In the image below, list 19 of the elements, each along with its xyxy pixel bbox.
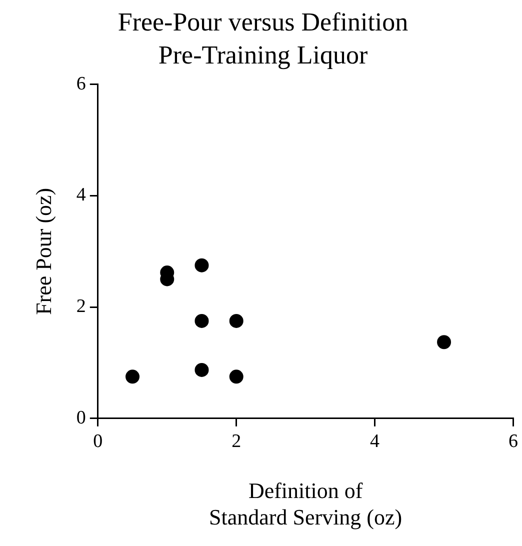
y-tick-label: 4 — [76, 184, 86, 206]
y-tick-label: 0 — [76, 407, 86, 428]
point — [437, 335, 452, 350]
point — [229, 370, 244, 384]
x-tick-label: 0 — [93, 430, 103, 452]
x-tick-label: 2 — [232, 430, 242, 452]
chart-subtitle: Pre-Training Liquor — [158, 40, 368, 70]
point — [194, 362, 209, 377]
point — [229, 314, 244, 328]
y-tick-label: 6 — [76, 73, 86, 94]
x-tick-label: 6 — [508, 430, 518, 452]
x-axis-title: Definition of Standard Serving (oz) — [209, 478, 402, 530]
point — [194, 314, 209, 328]
chart-title: Free-Pour versus Definition — [118, 7, 408, 36]
y-tick-label: 2 — [76, 296, 86, 318]
point — [194, 258, 209, 272]
y-axis-title: Free Pour (oz) — [30, 188, 56, 315]
point — [126, 370, 140, 384]
x-tick-label: 4 — [370, 430, 380, 452]
